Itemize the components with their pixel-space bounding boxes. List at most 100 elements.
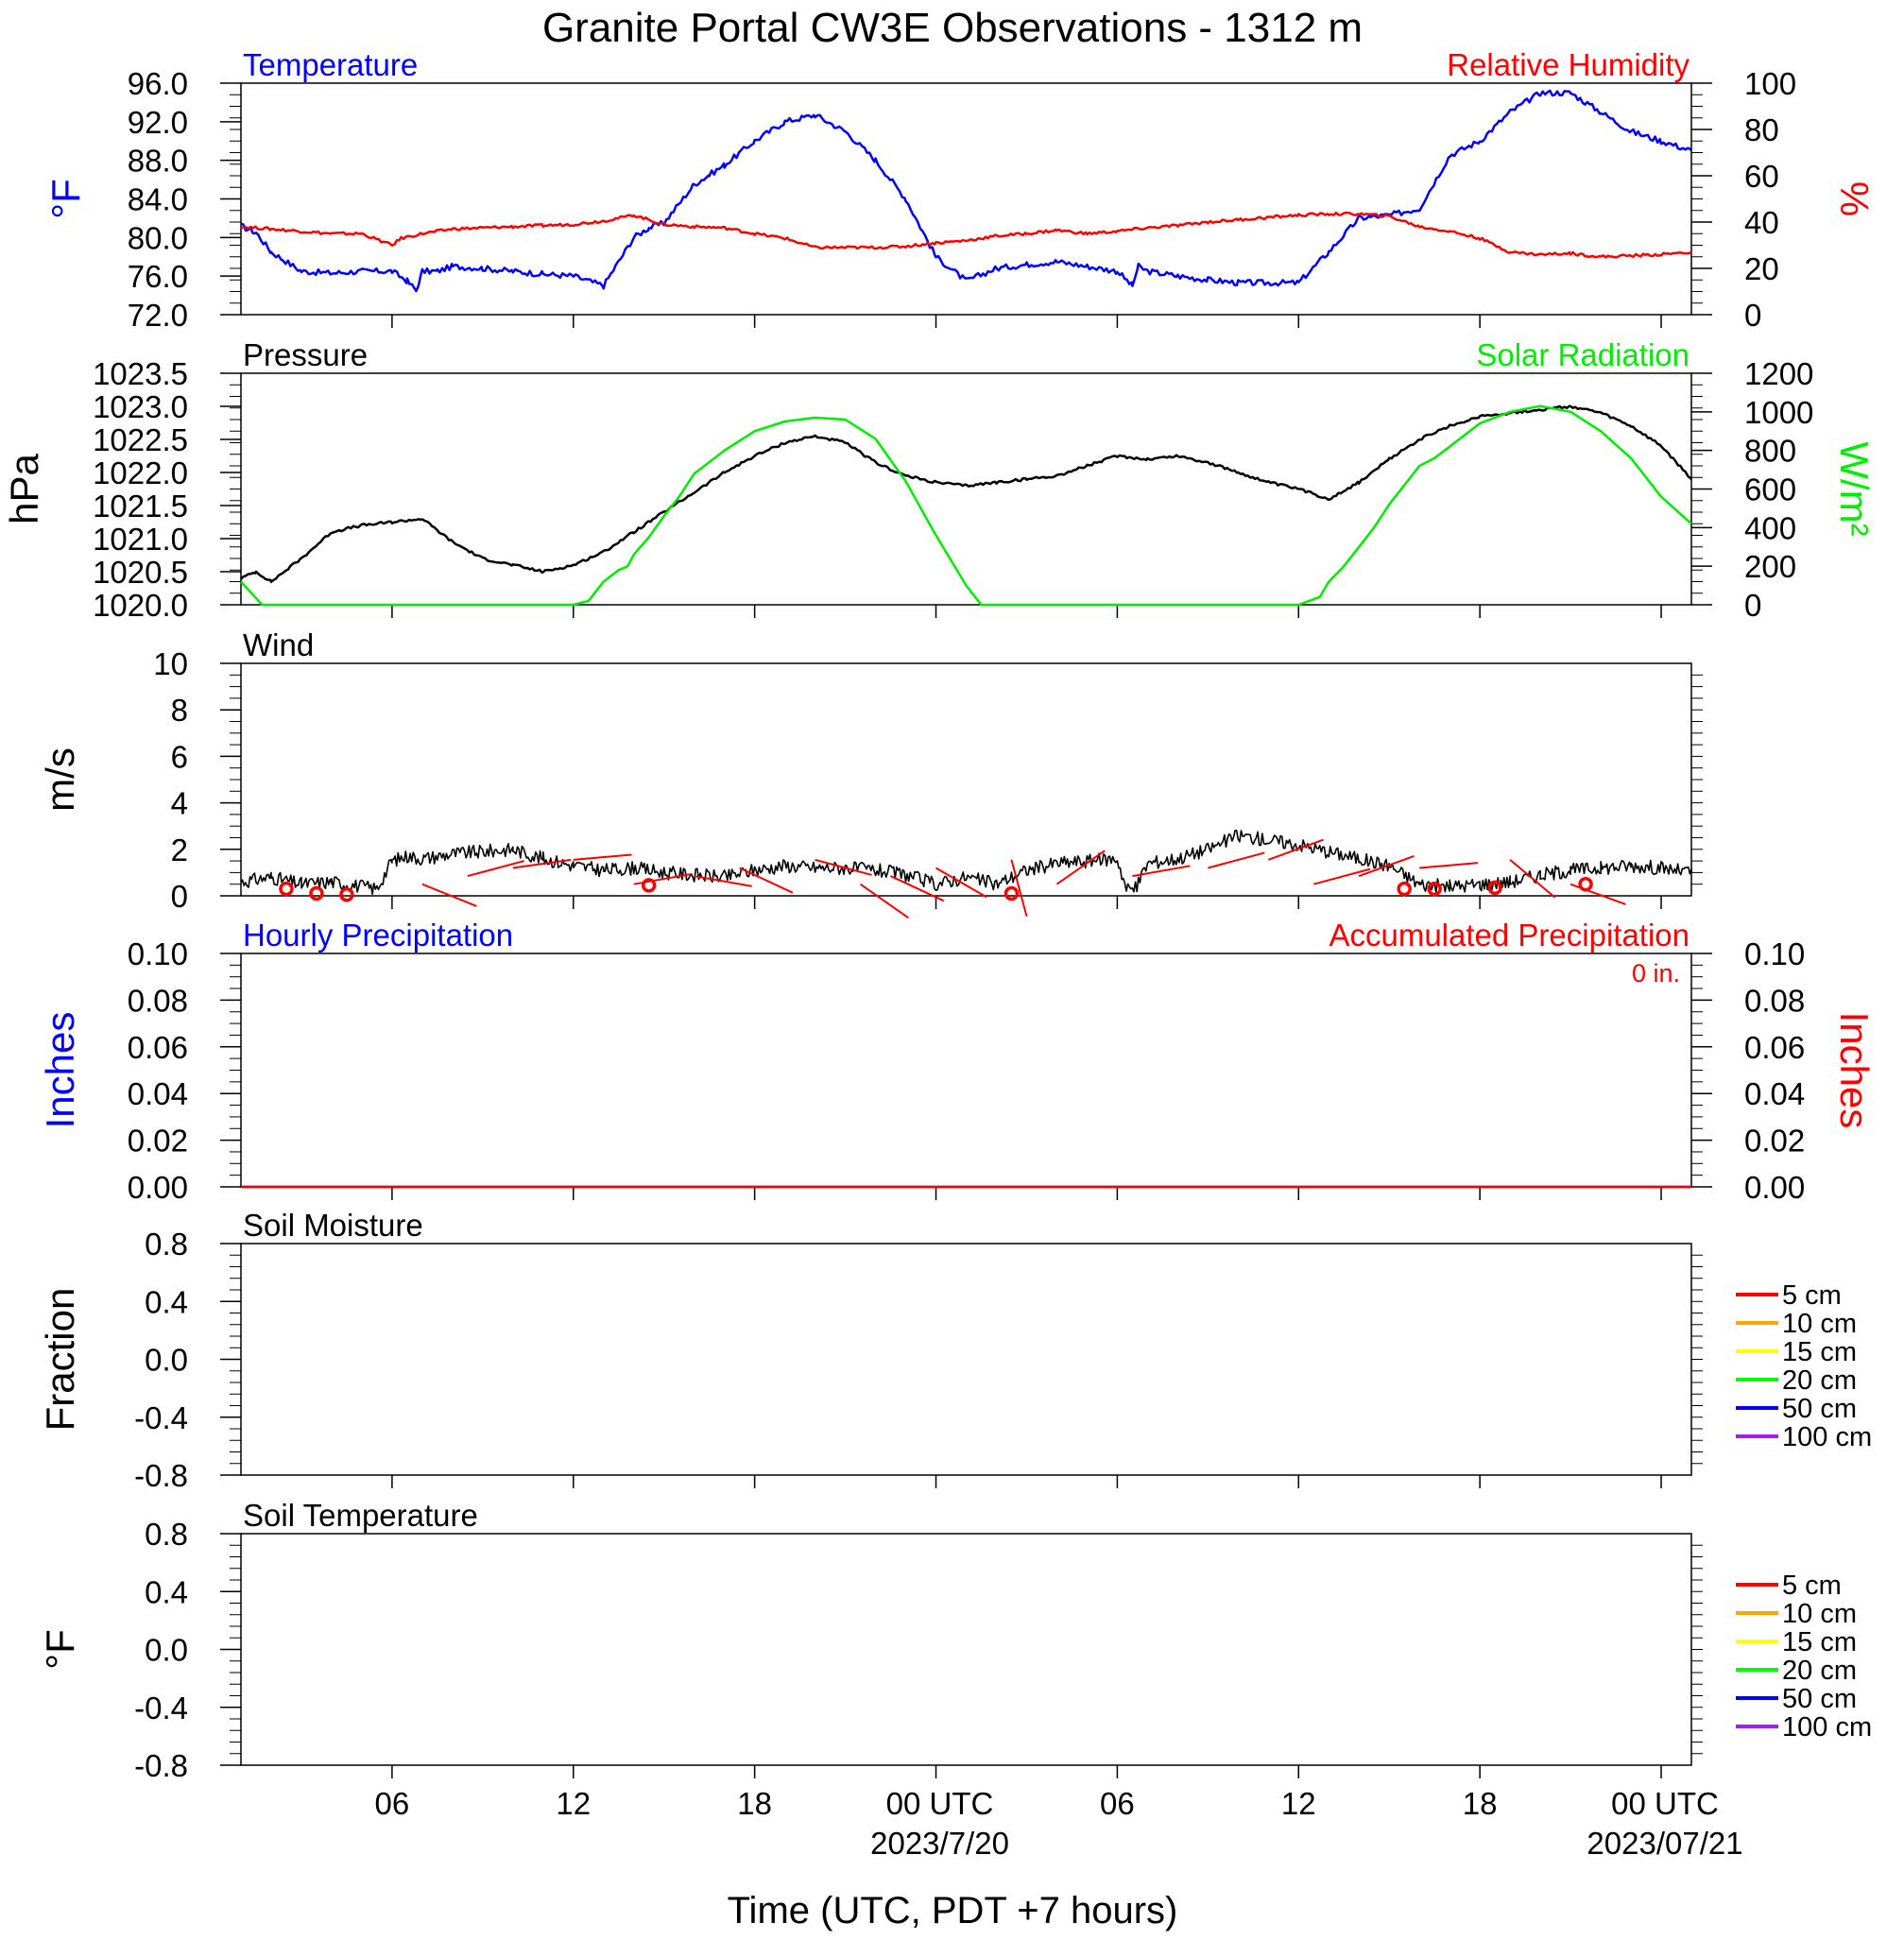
y-tick-label-left: 0.08	[128, 983, 188, 1018]
y-tick-label-left: 84.0	[128, 182, 188, 217]
plot-frame	[240, 953, 1692, 1188]
y-axis-label-left: m/s	[38, 747, 82, 812]
wind-barb	[815, 858, 872, 876]
wind-barb	[633, 872, 692, 885]
y-tick-label-left: -0.4	[134, 1691, 188, 1725]
plot-frame	[240, 82, 1692, 316]
y-axis-label-left: hPa	[2, 453, 46, 524]
legend-label: 50 cm	[1782, 1394, 1857, 1424]
panel-title-left: Temperature	[243, 47, 418, 82]
y-tick-label-left: 88.0	[128, 144, 188, 179]
plot-frame	[240, 1533, 1692, 1766]
y-tick-label-left: 76.0	[128, 259, 188, 294]
y-tick-label-left: 0.02	[128, 1124, 188, 1159]
legend-label: 20 cm	[1782, 1656, 1857, 1686]
y-tick-label-right: 80	[1744, 112, 1779, 147]
y-tick-label-right: 0.08	[1744, 983, 1805, 1018]
y-tick-label-right: 0.04	[1744, 1076, 1805, 1111]
y-tick-label-right: 1000	[1744, 395, 1813, 430]
y-tick-label-left: 1021.0	[93, 522, 188, 557]
y-tick-label-left: 6	[171, 739, 188, 774]
y-axis-label-left: Fraction	[38, 1288, 82, 1432]
calm-wind-marker	[641, 878, 657, 893]
calm-wind-marker	[1003, 885, 1020, 901]
y-tick-label-left: 10	[153, 646, 188, 681]
wind-barb	[512, 858, 572, 869]
wind-barb	[1419, 862, 1479, 869]
legend-label: 10 cm	[1782, 1599, 1857, 1629]
y-tick-label-left: 1020.0	[93, 588, 188, 623]
y-tick-label-left: 1020.5	[93, 555, 188, 590]
calm-wind-marker	[1487, 880, 1502, 896]
x-axis-label: Time (UTC, PDT +7 hours)	[728, 1890, 1178, 1931]
wind-barb	[1010, 859, 1028, 918]
plot-frame	[240, 372, 1692, 606]
panels: 96.092.088.084.080.076.072.0100806040200…	[2, 47, 1877, 1861]
y-tick-label-left: 0.04	[128, 1076, 188, 1111]
calm-wind-marker	[309, 885, 324, 901]
y-axis-label-right: %	[1832, 181, 1877, 216]
y-axis-label-right: Inches	[1832, 1012, 1877, 1129]
wind-barb	[467, 860, 524, 878]
x-tick-label: 00 UTC	[1611, 1786, 1719, 1821]
panel-title-right: Solar Radiation	[1476, 337, 1690, 372]
calm-wind-marker	[1397, 881, 1412, 897]
y-tick-label-right: 0.06	[1744, 1030, 1805, 1065]
y-tick-label-left: 96.0	[128, 66, 188, 101]
wind-barb	[1267, 838, 1324, 861]
y-axis-label-left: °F	[38, 1629, 82, 1669]
panel-title-right: Accumulated Precipitation	[1329, 918, 1690, 953]
y-tick-label-left: 1022.0	[93, 455, 188, 490]
x-tick-label: 18	[1463, 1786, 1498, 1821]
y-tick-label-right: 100	[1744, 66, 1796, 101]
y-tick-label-left: 0.10	[128, 936, 188, 971]
y-tick-label-left: 1023.5	[93, 356, 188, 391]
calm-wind-marker	[279, 881, 294, 897]
wind-barb	[859, 883, 909, 919]
legend-label: 15 cm	[1782, 1337, 1857, 1367]
x-tick-date-label: 2023/07/21	[1587, 1826, 1742, 1861]
wind-barb	[1570, 883, 1626, 905]
y-tick-label-left: 0.8	[145, 1517, 188, 1552]
y-axis-label-right: W/m²	[1832, 441, 1877, 536]
y-axis-label-left: °F	[43, 179, 88, 218]
y-tick-label-right: 1200	[1744, 356, 1813, 391]
y-tick-label-right: 800	[1744, 434, 1796, 469]
y-tick-label-left: 92.0	[128, 105, 188, 140]
wind-barb	[1055, 850, 1106, 885]
calm-wind-marker	[1427, 881, 1442, 897]
legend-label: 50 cm	[1782, 1684, 1857, 1714]
wind-barb	[1208, 851, 1265, 869]
legend-label: 5 cm	[1782, 1280, 1842, 1311]
panel-title-right: Relative Humidity	[1447, 47, 1690, 82]
panel-title-left: Pressure	[243, 337, 368, 372]
x-tick-label: 06	[1100, 1786, 1135, 1821]
series-line-wind	[240, 829, 1692, 896]
legend-label: 100 cm	[1782, 1712, 1872, 1743]
wind-barb	[573, 853, 632, 861]
wind-barb	[739, 867, 794, 894]
y-tick-label-left: -0.8	[134, 1458, 188, 1493]
accumulated-total: 0 in.	[1632, 959, 1680, 987]
y-tick-label-left: 8	[171, 693, 188, 728]
legend-label: 20 cm	[1782, 1365, 1857, 1396]
series-line-solar	[240, 404, 1692, 607]
series-line-humidity	[240, 211, 1692, 259]
y-tick-label-right: 400	[1744, 510, 1796, 545]
y-tick-label-right: 40	[1744, 205, 1779, 240]
y-tick-label-left: 0.0	[145, 1633, 188, 1668]
y-tick-label-left: 1021.5	[93, 489, 188, 524]
legend-label: 100 cm	[1782, 1422, 1872, 1452]
y-tick-label-left: 0.8	[145, 1227, 188, 1262]
y-tick-label-left: 4	[171, 786, 188, 821]
panel-title-left: Hourly Precipitation	[243, 918, 513, 953]
wind-barb	[1358, 854, 1415, 878]
y-tick-label-right: 600	[1744, 472, 1796, 507]
plot-frame	[240, 1243, 1692, 1476]
y-tick-label-right: 200	[1744, 549, 1796, 584]
y-tick-label-right: 60	[1744, 159, 1779, 194]
wind-barb	[890, 875, 945, 902]
y-tick-label-right: 0	[1744, 588, 1761, 623]
panel-title-left: Soil Moisture	[243, 1208, 423, 1243]
